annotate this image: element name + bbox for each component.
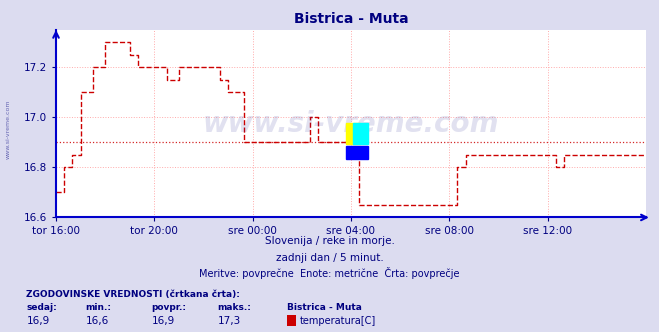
Text: Meritve: povprečne  Enote: metrične  Črta: povprečje: Meritve: povprečne Enote: metrične Črta:… xyxy=(199,267,460,279)
Text: min.:: min.: xyxy=(86,303,111,312)
Text: povpr.:: povpr.: xyxy=(152,303,186,312)
FancyBboxPatch shape xyxy=(353,124,368,144)
Text: 16,6: 16,6 xyxy=(86,316,109,326)
Text: ZGODOVINSKE VREDNOSTI (črtkana črta):: ZGODOVINSKE VREDNOSTI (črtkana črta): xyxy=(26,290,241,299)
Text: 17,3: 17,3 xyxy=(217,316,241,326)
Text: www.si-vreme.com: www.si-vreme.com xyxy=(203,110,499,138)
FancyBboxPatch shape xyxy=(345,146,368,159)
Text: Slovenija / reke in morje.: Slovenija / reke in morje. xyxy=(264,236,395,246)
Text: temperatura[C]: temperatura[C] xyxy=(300,316,376,326)
Text: zadnji dan / 5 minut.: zadnji dan / 5 minut. xyxy=(275,253,384,263)
Text: maks.:: maks.: xyxy=(217,303,251,312)
FancyBboxPatch shape xyxy=(345,124,360,144)
Text: www.si-vreme.com: www.si-vreme.com xyxy=(5,100,11,159)
Text: 16,9: 16,9 xyxy=(152,316,175,326)
Title: Bistrica - Muta: Bistrica - Muta xyxy=(294,12,408,26)
Text: 16,9: 16,9 xyxy=(26,316,49,326)
Text: Bistrica - Muta: Bistrica - Muta xyxy=(287,303,362,312)
Text: sedaj:: sedaj: xyxy=(26,303,57,312)
